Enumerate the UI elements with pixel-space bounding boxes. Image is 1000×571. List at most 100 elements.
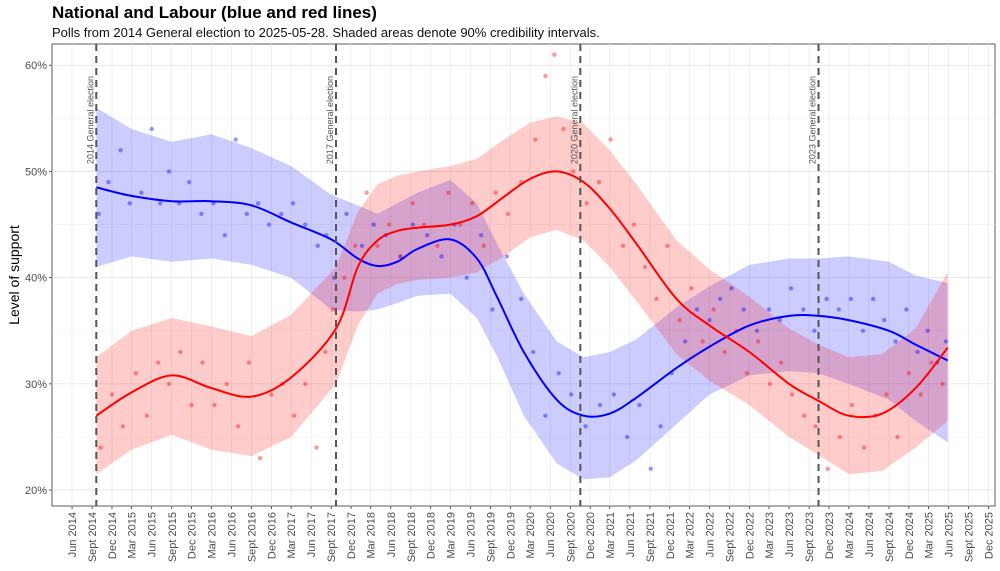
poll-point <box>837 434 843 440</box>
poll-point <box>642 264 648 270</box>
poll-point <box>504 254 509 259</box>
poll-point <box>940 381 945 387</box>
y-tick-label: 50% <box>25 166 47 178</box>
poll-point <box>882 317 887 323</box>
poll-point <box>707 317 712 323</box>
x-tick-label: Jun 2020 <box>545 512 557 557</box>
poll-point <box>464 275 469 280</box>
poll-point <box>470 201 475 206</box>
poll-point <box>611 392 617 397</box>
poll-point <box>584 201 589 206</box>
poll-point <box>233 137 238 142</box>
poll-point <box>244 211 249 217</box>
poll-point <box>144 413 150 418</box>
poll-point <box>860 328 866 333</box>
poll-point <box>435 243 440 248</box>
poll-point <box>552 52 557 57</box>
x-tick-label: Sept 2014 <box>87 512 99 562</box>
poll-point <box>421 222 427 227</box>
poll-point <box>359 243 365 248</box>
poll-point <box>531 349 536 355</box>
poll-point <box>178 349 183 355</box>
poll-point <box>279 211 284 217</box>
poll-point <box>620 243 626 248</box>
poll-point <box>824 296 829 302</box>
poll-point <box>918 392 923 397</box>
poll-point <box>222 233 227 238</box>
poll-point <box>870 296 876 302</box>
x-tick-label: Mar 2022 <box>684 512 696 558</box>
poll-point <box>836 307 841 312</box>
poll-point <box>398 254 403 259</box>
poll-point <box>915 349 920 355</box>
x-tick-label: Dec 2021 <box>665 512 677 559</box>
poll-point <box>481 243 486 248</box>
poll-point <box>904 307 909 312</box>
poll-point <box>755 339 761 344</box>
poll-point <box>801 307 806 312</box>
poll-point <box>596 179 602 185</box>
poll-point <box>884 392 889 397</box>
x-tick-label: Sept 2025 <box>964 512 976 562</box>
poll-point <box>625 434 630 440</box>
x-tick-label: Jun 2023 <box>784 512 796 557</box>
x-tick-label: Mar 2018 <box>366 512 378 558</box>
credibility-band <box>96 116 948 475</box>
poll-point <box>569 392 574 397</box>
election-label: 2020 General election <box>569 76 579 164</box>
poll-point <box>133 371 138 376</box>
poll-point <box>654 296 659 302</box>
x-tick-label: Mar 2017 <box>286 512 298 558</box>
poll-point <box>583 424 588 429</box>
y-axis-title: Level of support <box>6 225 22 325</box>
poll-point <box>375 243 380 248</box>
x-tick-label: Dec 2019 <box>505 512 517 559</box>
poll-point <box>446 190 451 195</box>
y-tick-label: 20% <box>25 485 47 497</box>
poll-point <box>788 286 794 291</box>
poll-point <box>266 222 272 227</box>
poll-point <box>189 402 194 408</box>
poll-point <box>269 392 274 397</box>
x-tick-label: Jun 2024 <box>864 512 876 557</box>
poll-point <box>648 466 653 471</box>
x-tick-label: Dec 2014 <box>107 512 119 559</box>
poll-point <box>303 381 308 387</box>
y-tick-label: 30% <box>25 379 47 391</box>
poll-point <box>848 296 853 302</box>
trend-line <box>96 186 949 418</box>
x-tick-label: Jun 2014 <box>67 512 79 557</box>
x-tick-label: Dec 2025 <box>983 512 995 559</box>
poll-point <box>398 254 403 259</box>
x-tick-label: Mar 2016 <box>206 512 218 558</box>
grid-lines <box>52 44 995 506</box>
chart-title: National and Labour (blue and red lines) <box>52 3 377 22</box>
x-tick-label: Sept 2021 <box>645 512 657 562</box>
poll-point <box>700 339 705 344</box>
poll-point <box>711 307 716 312</box>
credibility-band <box>96 107 948 480</box>
election-label: 2014 General election <box>85 76 95 164</box>
poll-point <box>906 371 911 376</box>
x-tick-label: Sept 2020 <box>565 512 577 562</box>
poll-point <box>597 402 603 408</box>
x-tick-label: Dec 2020 <box>585 512 597 559</box>
poll-point <box>166 381 172 387</box>
poll-point <box>813 424 818 429</box>
x-tick-label: Sept 2024 <box>884 512 896 562</box>
poll-point <box>212 402 217 408</box>
x-tick-label: Jun 2019 <box>465 512 477 557</box>
x-tick-label: Jun 2021 <box>625 512 637 557</box>
poll-point <box>371 222 376 227</box>
poll-point <box>677 317 682 323</box>
x-tick-label: Dec 2017 <box>346 512 358 559</box>
x-tick-label: Dec 2016 <box>266 512 278 559</box>
x-tick-label: Mar 2015 <box>127 512 139 558</box>
poll-point <box>493 190 498 195</box>
y-tick-label: 60% <box>25 60 47 72</box>
x-tick-label: Dec 2022 <box>744 512 756 559</box>
trend-line <box>95 170 949 419</box>
poll-point <box>490 307 495 312</box>
poll-point <box>849 402 855 408</box>
credibility-bands <box>96 107 948 480</box>
